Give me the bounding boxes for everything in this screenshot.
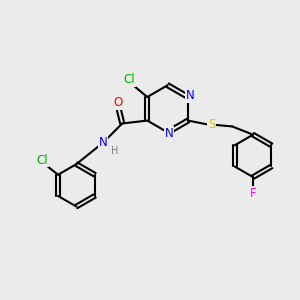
- Text: H: H: [111, 146, 118, 156]
- Text: O: O: [113, 96, 122, 109]
- Text: Cl: Cl: [124, 73, 135, 86]
- Text: F: F: [250, 187, 256, 200]
- Text: Cl: Cl: [36, 154, 48, 166]
- Text: N: N: [99, 136, 107, 149]
- Text: S: S: [208, 118, 215, 131]
- Text: N: N: [165, 127, 173, 140]
- Text: N: N: [186, 89, 195, 102]
